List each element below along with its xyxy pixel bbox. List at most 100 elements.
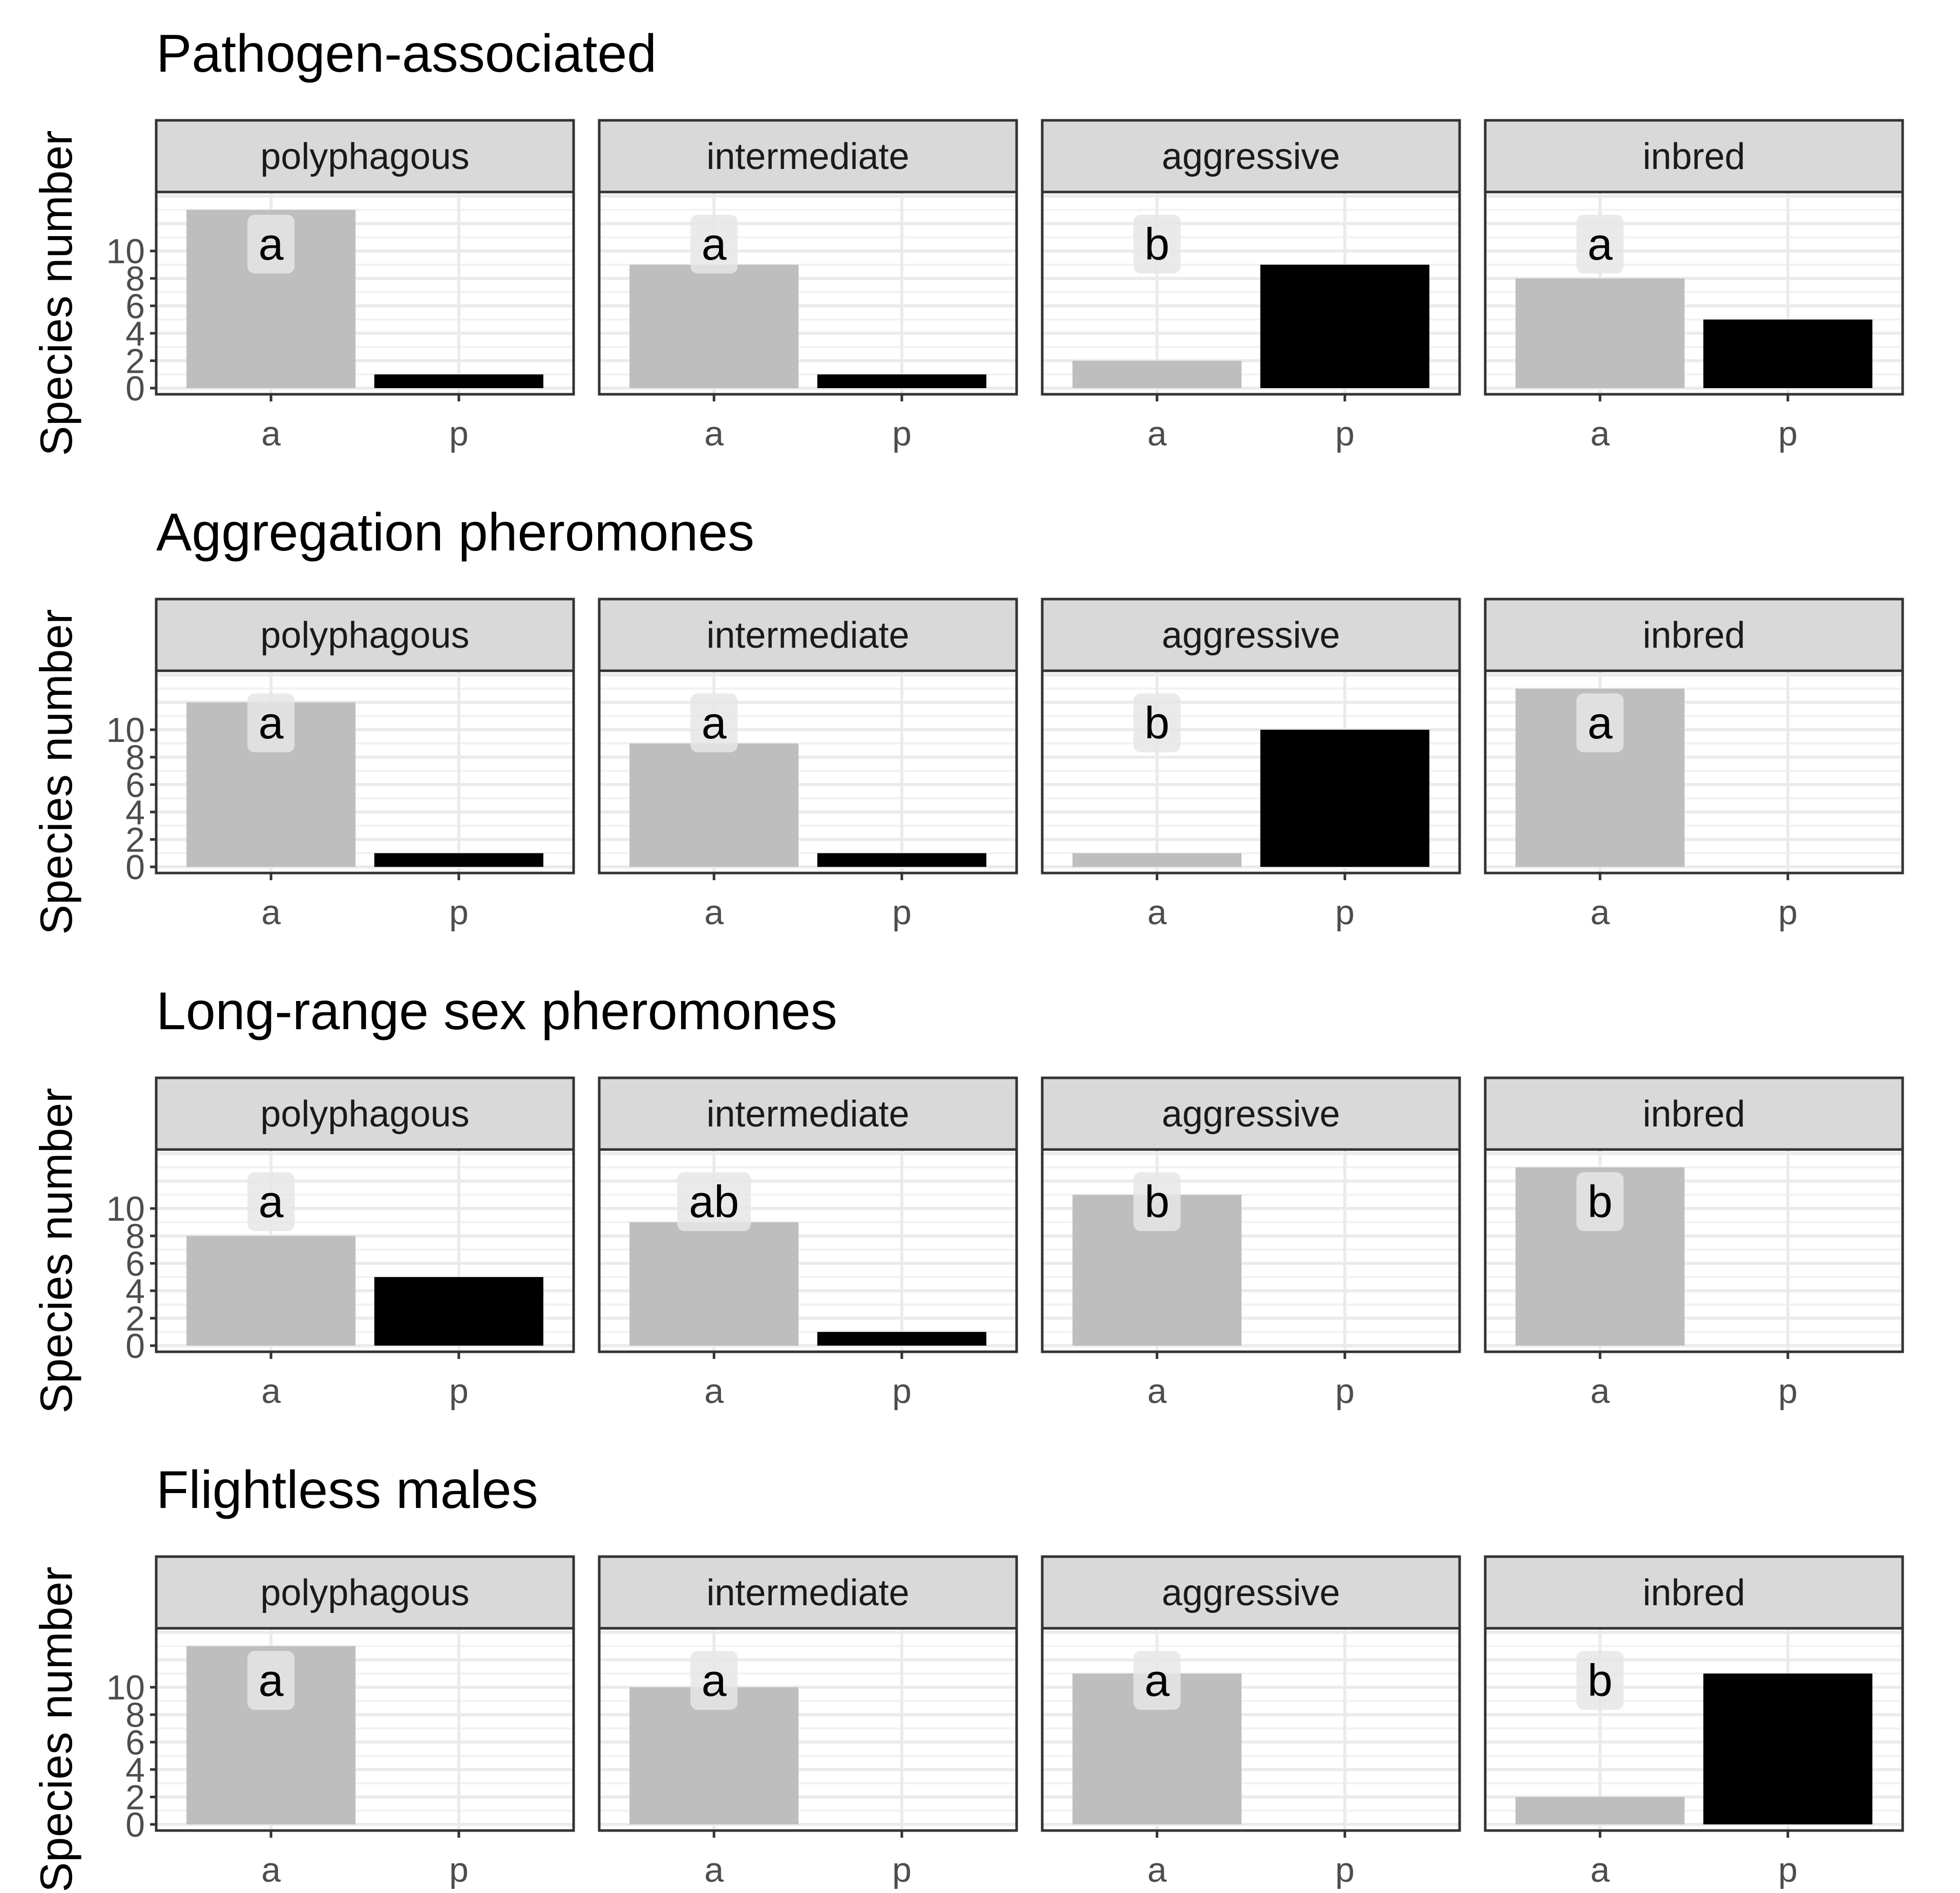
facet-strip [1041, 1555, 1461, 1630]
bar-p [1260, 264, 1429, 388]
significance-letter: a [1588, 219, 1613, 269]
y-tick-label: 4 [125, 793, 145, 832]
significance-letter: a [259, 219, 284, 269]
panel-border [598, 669, 1018, 875]
significance-letter: b [1588, 1655, 1613, 1706]
significance-label-box [1576, 693, 1624, 753]
y-tick-label: 8 [125, 1696, 145, 1735]
x-tick-label: a [1590, 893, 1610, 932]
bar-p [817, 1332, 986, 1346]
row-title: Long-range sex pheromones [156, 982, 837, 1041]
facet-strip [598, 598, 1018, 672]
bar-p [374, 853, 543, 867]
facet-strip [1484, 1076, 1904, 1151]
y-tick-label: 2 [125, 820, 145, 859]
significance-label-box [247, 1172, 295, 1231]
y-tick-label: 4 [125, 1272, 145, 1311]
panel-intermediate: intermediate ab a p [598, 1076, 1018, 1411]
x-tick-label: p [449, 1851, 469, 1889]
facet-strip [1484, 598, 1904, 672]
facet-strip-label: aggressive [1162, 615, 1340, 656]
significance-label-box [677, 1172, 751, 1231]
facet-strip [155, 598, 575, 672]
row-title: Pathogen-associated [156, 24, 657, 83]
panel-polyphagous: polyphagous a a p [155, 119, 575, 453]
panel-border [1484, 190, 1904, 396]
panel-aggressive: aggressive a a p [1041, 1555, 1461, 1889]
significance-label-box [690, 215, 738, 274]
significance-letter: a [1145, 1655, 1170, 1706]
x-tick-label: p [1778, 414, 1798, 453]
panel-aggressive: aggressive b a p [1041, 119, 1461, 453]
significance-label-box [1576, 215, 1624, 274]
significance-letter: ab [689, 1176, 739, 1227]
panel-border [1041, 1148, 1461, 1353]
y-tick-label: 8 [125, 1217, 145, 1256]
facet-strip [598, 1076, 1018, 1151]
significance-label-box [1133, 215, 1181, 274]
facet-strip-label: polyphagous [260, 136, 469, 177]
significance-label-box [247, 1651, 295, 1710]
y-tick-label: 10 [106, 232, 145, 271]
y-tick-label: 4 [125, 314, 145, 353]
panel-inbred: inbred a a p [1484, 119, 1904, 453]
bar-a [1072, 360, 1242, 388]
x-tick-label: p [892, 1851, 912, 1889]
significance-label-box [690, 1651, 738, 1710]
x-tick-label: p [1335, 1372, 1355, 1411]
facet-strip-label: inbred [1642, 136, 1745, 177]
facet-strip-label: intermediate [706, 1572, 909, 1613]
significance-letter: a [1588, 697, 1613, 748]
significance-label-box [1133, 1172, 1181, 1231]
significance-letter: b [1145, 1176, 1170, 1227]
facet-strip-label: inbred [1642, 615, 1745, 656]
x-tick-label: a [704, 414, 724, 453]
facet-strip [155, 1555, 575, 1630]
facet-strip [1484, 1555, 1904, 1630]
significance-letter: a [702, 697, 727, 748]
facet-strip-label: aggressive [1162, 1094, 1340, 1135]
x-tick-label: p [449, 893, 469, 932]
panel-aggressive: aggressive b a p [1041, 1076, 1461, 1411]
x-tick-label: p [1778, 1851, 1798, 1889]
significance-letter: a [702, 219, 727, 269]
x-tick-label: p [1778, 1372, 1798, 1411]
bar-p [1703, 1673, 1872, 1824]
panel-intermediate: intermediate a a p [598, 598, 1018, 932]
facet-strip [1484, 119, 1904, 194]
x-tick-label: a [1147, 1372, 1167, 1411]
bar-a [1072, 853, 1242, 867]
significance-label-box [247, 693, 295, 753]
x-tick-label: p [1335, 893, 1355, 932]
row-title: Flightless males [156, 1460, 538, 1520]
y-tick-label: 2 [125, 1778, 145, 1817]
significance-label-box [690, 693, 738, 753]
x-tick-label: a [1590, 414, 1610, 453]
panel-polyphagous: polyphagous a a p [155, 1555, 575, 1889]
y-tick-label: 10 [106, 1189, 145, 1228]
significance-label-box [1133, 693, 1181, 753]
y-tick-label: 2 [125, 342, 145, 380]
panel-border [1041, 1627, 1461, 1832]
x-tick-label: p [892, 414, 912, 453]
facet-strip [155, 119, 575, 194]
y-tick-label: 2 [125, 1299, 145, 1338]
facet-strip-label: polyphagous [260, 615, 469, 656]
facet-strip [1041, 119, 1461, 194]
panel-polyphagous: polyphagous a a p [155, 598, 575, 932]
facet-strip-label: polyphagous [260, 1094, 469, 1135]
panel-border [598, 1148, 1018, 1353]
y-tick-label: 0 [125, 1327, 145, 1366]
bar-p [1703, 320, 1872, 388]
y-tick-label: 0 [125, 1805, 145, 1844]
y-tick-label: 8 [125, 738, 145, 777]
y-axis-label: Species number [31, 131, 81, 456]
facet-strip [598, 1555, 1018, 1630]
x-tick-label: a [704, 1851, 724, 1889]
significance-letter: b [1145, 697, 1170, 748]
panel-border [1041, 669, 1461, 875]
